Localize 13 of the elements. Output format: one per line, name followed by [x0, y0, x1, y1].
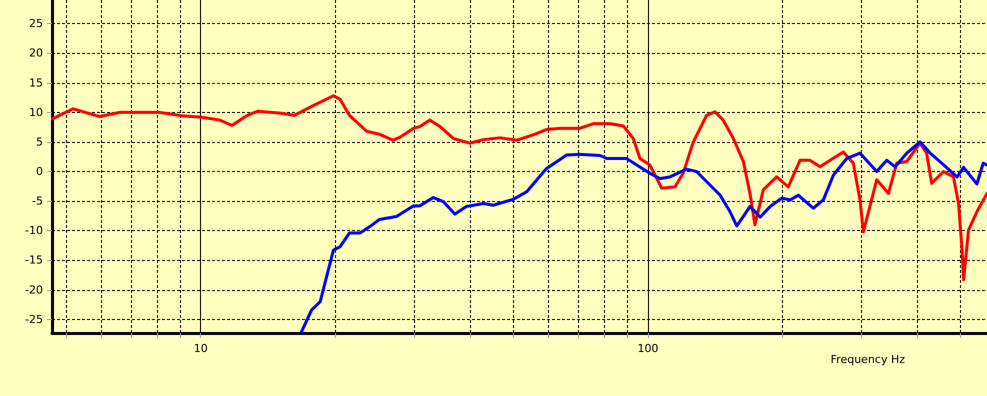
y-tick-label: 0	[36, 165, 43, 178]
y-tick-label: -15	[25, 254, 43, 267]
y-tick-label: 20	[29, 46, 43, 60]
x-tick-label: 100	[637, 342, 658, 355]
y-tick-label: 10	[29, 106, 43, 119]
y-tick-label: -25	[25, 312, 43, 326]
y-tick-label: 5	[36, 135, 43, 148]
y-tick-label: -5	[32, 194, 43, 208]
y-tick-label: -10	[25, 224, 43, 238]
y-tick-label: -20	[25, 283, 43, 296]
y-tick-label: 25	[29, 17, 43, 30]
y-tick-label: 15	[29, 76, 43, 90]
x-axis-title: Frequency Hz	[830, 353, 906, 366]
